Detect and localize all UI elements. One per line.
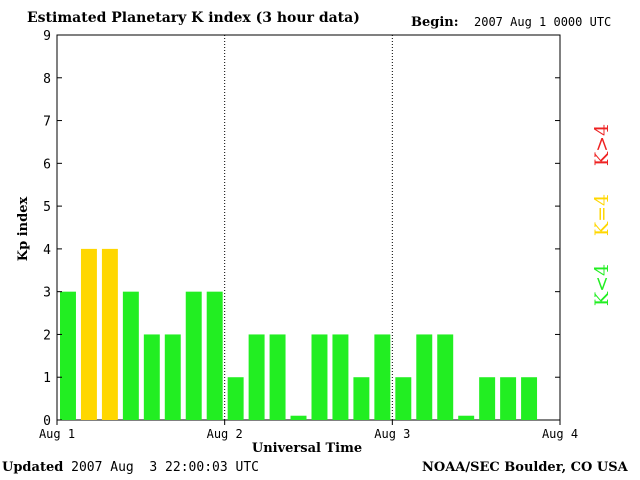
x-axis-label: Universal Time	[252, 441, 362, 456]
updated-timestamp: Updated 2007 Aug 3 22:00:03 UTC	[2, 460, 259, 475]
kp-bar	[248, 334, 265, 420]
kp-bar	[416, 334, 433, 420]
legend-entry: K>4	[591, 124, 613, 166]
begin-label: Begin:	[411, 15, 459, 30]
updated-label: Updated	[2, 460, 64, 475]
kp-bar	[164, 334, 181, 420]
bar-series	[60, 248, 538, 420]
kp-bar	[143, 334, 160, 420]
x-tick-label: Aug 2	[207, 427, 243, 441]
kp-bar	[122, 291, 139, 420]
y-tick-label: 7	[43, 115, 51, 130]
x-tick-label: Aug 3	[374, 427, 410, 441]
kp-bar	[227, 377, 244, 420]
legend: K<4 K=4 K>4	[591, 124, 613, 306]
kp-bar	[311, 334, 328, 420]
kp-bar	[521, 377, 538, 420]
updated-value: 2007 Aug 3 22:00:03 UTC	[71, 460, 259, 475]
x-axis-ticks: Aug 1 Aug 2 Aug 3 Aug 4	[39, 420, 578, 441]
y-tick-label: 9	[43, 29, 51, 44]
kp-bar	[185, 291, 202, 420]
chart-title: Estimated Planetary K index (3 hour data…	[27, 10, 360, 26]
y-tick-label: 2	[43, 328, 51, 343]
kp-bar	[374, 334, 391, 420]
y-axis-ticks: 0 1 2 3 4 5 6 7 8 9	[43, 29, 560, 429]
y-tick-label: 1	[43, 371, 51, 386]
y-tick-label: 8	[43, 72, 51, 87]
y-axis-label: Kp index	[16, 197, 31, 262]
source-credit: NOAA/SEC Boulder, CO USA	[422, 460, 628, 475]
day-separators	[224, 35, 393, 420]
kp-bar	[101, 248, 118, 420]
legend-entry: K<4	[591, 264, 613, 306]
y-tick-label: 5	[43, 200, 51, 215]
begin-value: 2007 Aug 1 0000 UTC	[474, 15, 612, 29]
y-tick-label: 4	[43, 243, 51, 258]
kp-bar	[458, 415, 475, 420]
kp-bar	[479, 377, 496, 420]
kp-bar	[80, 248, 97, 420]
legend-entry: K=4	[591, 194, 613, 236]
plot-area	[56, 34, 561, 421]
kp-bar	[290, 415, 307, 420]
kp-bar	[269, 334, 286, 420]
kp-bar	[437, 334, 454, 420]
kp-bar	[332, 334, 349, 420]
kp-bar	[395, 377, 412, 420]
y-tick-label: 3	[43, 286, 51, 301]
plot-border	[56, 34, 561, 421]
kp-bar	[206, 291, 223, 420]
kp-bar	[353, 377, 370, 420]
x-tick-label: Aug 1	[39, 427, 75, 441]
y-tick-label: 0	[43, 414, 51, 429]
kp-bar	[500, 377, 517, 420]
kp-bar	[60, 291, 76, 420]
x-tick-label: Aug 4	[542, 427, 578, 441]
y-tick-label: 6	[43, 157, 51, 172]
